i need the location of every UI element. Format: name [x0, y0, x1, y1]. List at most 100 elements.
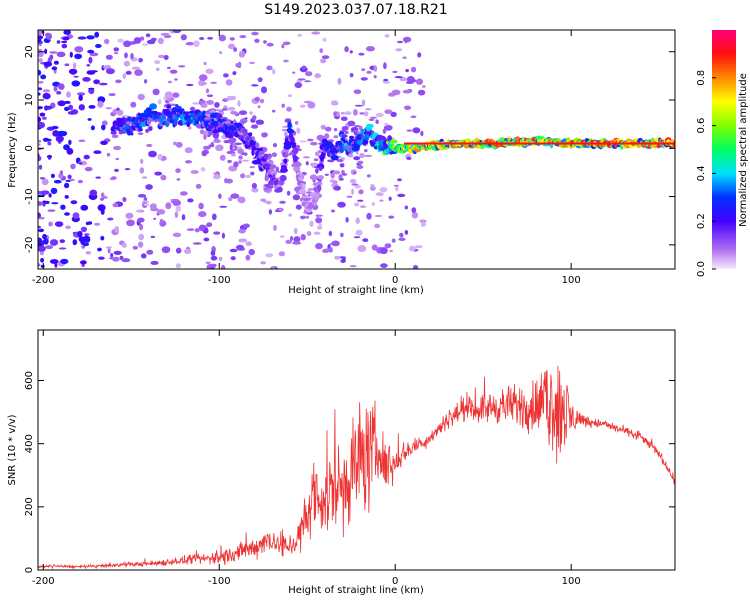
- spectrogram-noise-blob: [90, 70, 98, 73]
- spectrogram-noise-blob: [349, 264, 357, 268]
- spectrogram-noise-blob: [371, 244, 378, 251]
- spectrogram-noise-blob: [59, 170, 64, 176]
- spectrogram-noise-blob: [154, 60, 161, 65]
- spectrogram-noise-blob: [286, 190, 291, 196]
- spectrogram-noise-blob: [305, 71, 313, 77]
- spectrogram-noise-blob: [265, 200, 272, 205]
- spectrogram-noise-blob: [328, 246, 333, 253]
- snr-y-tick-label: 200: [24, 497, 35, 516]
- spectrogram-noise-blob: [141, 43, 149, 46]
- spectrogram-noise-blob: [420, 221, 426, 227]
- spectrogram-noise-blob: [306, 231, 312, 236]
- spectrogram-noise-blob: [141, 253, 147, 259]
- spectrogram-noise-blob: [206, 222, 213, 228]
- spectrogram-noise-blob: [364, 154, 373, 157]
- spectrogram-noise-blob: [307, 138, 314, 142]
- snr-y-tick-label: 600: [24, 371, 35, 390]
- spectrogram-noise-blob: [59, 239, 65, 244]
- spectrogram-noise-blob: [86, 35, 95, 40]
- spectrogram-noise-blob: [83, 154, 90, 160]
- spectrogram-noise-blob: [324, 126, 332, 132]
- spectrogram-noise-blob: [150, 37, 157, 42]
- spectrogram-noise-blob: [150, 235, 156, 239]
- spectrogram-noise-blob: [355, 229, 363, 236]
- spectrogram-noise-blob: [63, 106, 70, 112]
- spectrogram-noise-blob: [351, 188, 355, 195]
- spectrogram-noise-blob: [204, 112, 212, 115]
- spectrogram-ridge-blob: [227, 133, 234, 139]
- spectrogram-noise-blob: [165, 202, 172, 210]
- spectrogram-noise-blob: [64, 63, 70, 67]
- spectrogram-noise-blob: [203, 61, 207, 66]
- spectrogram-noise-blob: [249, 111, 253, 115]
- spectrogram-noise-blob: [230, 110, 238, 115]
- spectrogram-noise-blob: [230, 142, 235, 145]
- spectrogram-noise-blob: [229, 37, 235, 41]
- spectrogram-noise-blob: [42, 116, 47, 120]
- spectrogram-noise-blob: [154, 171, 163, 176]
- spectrogram-noise-blob: [397, 193, 406, 198]
- spectrogram-heatmap: [38, 30, 675, 269]
- spectrogram-noise-blob: [105, 68, 115, 75]
- spectrogram-noise-blob: [198, 74, 208, 81]
- spectrogram-noise-blob: [221, 98, 229, 102]
- spectrogram-noise-blob: [145, 33, 151, 38]
- spectrogram-noise-blob: [137, 241, 144, 248]
- spectrogram-noise-blob: [38, 143, 41, 146]
- spectrogram-noise-blob: [48, 221, 53, 227]
- spectrogram-noise-blob: [211, 213, 217, 221]
- spectrogram-noise-blob: [316, 134, 325, 141]
- spectrogram-ridge-blob: [326, 143, 335, 150]
- spectrogram-noise-blob: [392, 70, 398, 74]
- spectrogram-noise-blob: [85, 235, 91, 243]
- spectrogram-noise-blob: [47, 141, 52, 146]
- spectrogram-ridge-blob: [224, 120, 232, 125]
- spectrogram-noise-blob: [175, 247, 182, 254]
- spectrogram-noise-blob: [69, 51, 73, 58]
- spectrogram-noise-blob: [249, 61, 256, 64]
- spectrogram-noise-blob: [391, 89, 401, 96]
- spectrogram-noise-blob: [300, 215, 306, 220]
- spectrogram-noise-blob: [210, 255, 218, 261]
- spectrogram-noise-blob: [137, 132, 144, 136]
- spectrogram-ridge-blob: [349, 135, 355, 140]
- spectrogram-noise-blob: [391, 238, 396, 243]
- spectrogram-noise-blob: [97, 247, 102, 252]
- spectrogram-noise-blob: [419, 219, 427, 223]
- spectrogram-noise-blob: [61, 40, 68, 44]
- snr-x-tick-label: 0: [392, 576, 398, 587]
- snr-y-tick-label: 0: [24, 567, 35, 573]
- spectrogram-noise-blob: [251, 84, 259, 87]
- spectrogram-ridge-blob: [292, 155, 298, 162]
- spectrogram-noise-blob: [143, 203, 150, 207]
- spectrogram-noise-blob: [100, 192, 105, 198]
- spectrogram-noise-blob: [284, 131, 288, 137]
- colorbar-tick-label: 0.6: [696, 118, 707, 134]
- spectrogram-noise-blob: [351, 183, 359, 186]
- spectrogram-noise-blob: [237, 100, 241, 107]
- spectrogram-noise-blob: [202, 145, 211, 150]
- spectrogram-noise-blob: [63, 144, 70, 151]
- spectrogram-noise-blob: [45, 245, 53, 250]
- spectrogram-noise-blob: [245, 254, 251, 261]
- spectrogram-noise-blob: [38, 81, 44, 84]
- spectrogram-noise-blob: [389, 249, 393, 253]
- spectrogram-noise-blob: [44, 48, 48, 55]
- spectrogram-noise-blob: [157, 153, 163, 160]
- spectrogram-noise-blob: [60, 258, 69, 265]
- spectrogram-noise-blob: [229, 248, 238, 253]
- spectrogram-noise-blob: [95, 176, 101, 179]
- spectrogram-noise-blob: [200, 103, 208, 108]
- spectrogram-noise-blob: [395, 48, 403, 52]
- spectrogram-noise-blob: [40, 190, 50, 195]
- spectrogram-ridge-blob: [334, 155, 339, 161]
- spectrogram-noise-blob: [333, 135, 339, 139]
- spectrogram-noise-blob: [149, 203, 157, 210]
- spectrogram-noise-blob: [282, 41, 291, 46]
- spectrogram-noise-blob: [105, 246, 113, 249]
- spectrogram-noise-blob: [101, 124, 106, 131]
- spectrogram-noise-blob: [194, 228, 200, 233]
- spectrogram-noise-blob: [107, 248, 111, 254]
- spectrogram-noise-blob: [368, 118, 375, 122]
- spectrogram-noise-blob: [146, 249, 154, 255]
